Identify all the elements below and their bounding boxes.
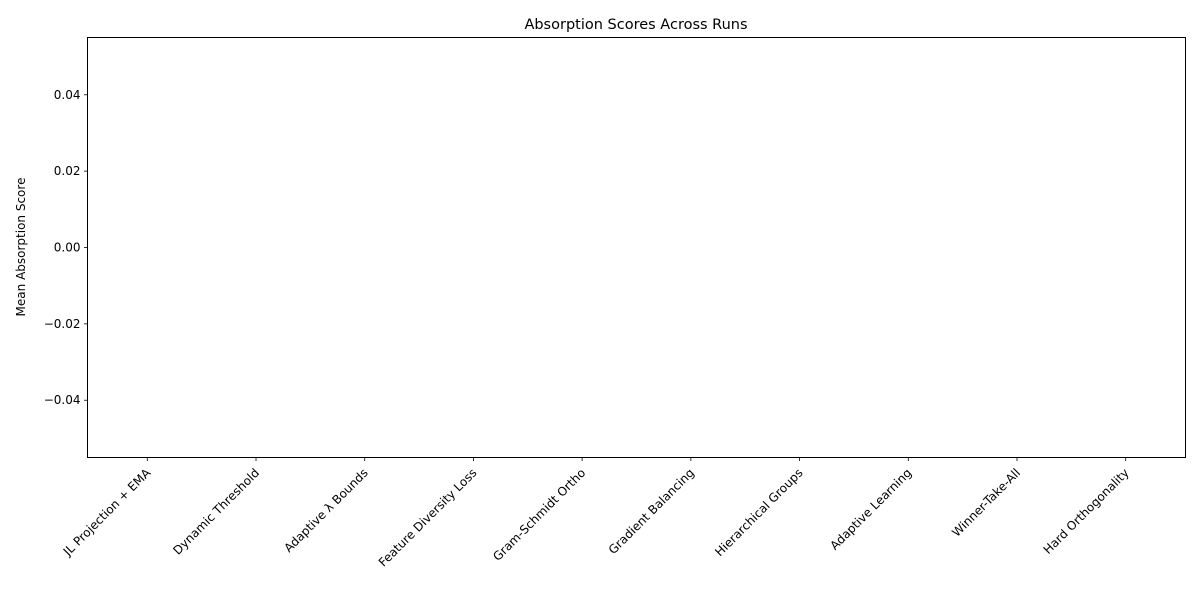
- y-axis-label: Mean Absorption Score: [14, 178, 28, 317]
- y-tick-label: 0.04: [54, 88, 81, 102]
- y-tick-label: −0.04: [44, 393, 81, 407]
- y-tick-label: 0.02: [54, 164, 81, 178]
- y-axis: −0.04 −0.02 0.00 0.02 0.04: [44, 88, 88, 407]
- y-tick-label: 0.00: [54, 241, 81, 255]
- y-tick-label: −0.02: [44, 317, 81, 331]
- plot-frame: [87, 37, 1186, 458]
- chart-title: Absorption Scores Across Runs: [524, 17, 747, 33]
